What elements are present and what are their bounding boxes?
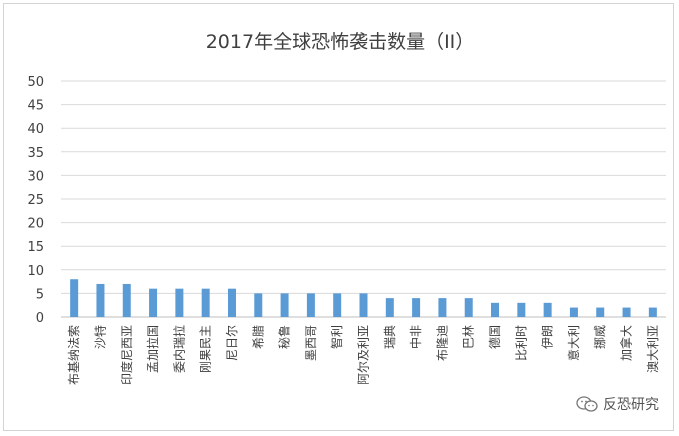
bar [622,307,631,317]
bar [280,293,289,317]
x-axis-categories: 布基纳法索 沙特 印度尼西亚 孟加拉国 委内瑞拉 刚果民主 尼日尔 希腊 秘鲁 墨西哥 智利 阿尔及利… [67,325,660,385]
x-category-label: 沙特 [92,325,107,349]
y-tick-label: 10 [27,264,44,279]
y-tick-label: 30 [27,169,44,184]
x-category-label: 布隆迪 [434,325,449,361]
x-category-label: 孟加拉国 [145,325,160,373]
x-category-label: 刚果民主 [199,325,213,373]
watermark: 反恐研究 [576,394,659,414]
y-tick-label: 50 [27,75,44,90]
bar [464,298,473,317]
y-tick-label: 45 [27,99,44,114]
y-tick-label: 40 [27,122,44,137]
y-tick-label: 15 [27,240,44,255]
x-category-label: 巴林 [462,325,476,349]
chart-frame: 2017年全球恐怖袭击数量（II） 0 5 10 15 20 25 30 35 40 45 50 布… [3,3,674,431]
x-category-label: 秘鲁 [278,325,292,349]
bar [569,307,578,317]
x-category-label: 挪威 [593,325,607,349]
bar [359,293,368,317]
y-tick-label: 35 [27,146,44,161]
bar [543,302,552,317]
bar [227,288,236,317]
bar [306,293,315,317]
bar [491,302,500,317]
bar [333,293,342,317]
y-tick-label: 20 [27,217,44,232]
bar [70,279,79,317]
bar [596,307,605,317]
x-category-label: 印度尼西亚 [119,325,134,385]
bar [648,307,657,317]
x-category-label: 尼日尔 [224,325,239,361]
wechat-icon [576,396,598,412]
y-axis-ticks: 0 5 10 15 20 25 30 35 40 45 50 [27,75,44,326]
x-category-label: 中非 [408,325,423,349]
bar [201,288,210,317]
bar [175,288,184,317]
gridlines [61,80,666,318]
x-category-label: 智利 [329,325,344,349]
x-category-label: 瑞典 [383,325,397,349]
bar [122,283,131,317]
bar-chart: 2017年全球恐怖袭击数量（II） 0 5 10 15 20 25 30 35 40 45 50 布… [27,31,666,385]
y-tick-label: 25 [27,193,44,208]
bar [149,288,158,317]
bars [70,279,657,317]
x-category-label: 比利时 [514,325,528,361]
bar [438,298,447,317]
chart-title: 2017年全球恐怖袭击数量（II） [206,31,475,53]
x-category-label: 阿尔及利亚 [356,325,371,385]
bar [96,283,105,317]
y-tick-label: 5 [36,287,44,302]
x-category-label: 加拿大 [619,325,634,361]
bar [517,302,526,317]
y-tick-label: 0 [36,311,44,326]
bar [412,298,421,317]
bar [385,298,394,317]
bar [254,293,263,317]
x-category-label: 委内瑞拉 [171,325,186,373]
x-category-label: 布基纳法索 [67,325,81,385]
x-category-label: 德国 [487,325,502,349]
x-category-label: 澳大利亚 [646,325,660,373]
watermark-text: 反恐研究 [603,397,659,413]
x-category-label: 意大利 [566,325,581,361]
x-category-label: 墨西哥 [304,325,318,361]
x-category-label: 伊朗 [541,325,555,349]
x-category-label: 希腊 [250,325,265,349]
